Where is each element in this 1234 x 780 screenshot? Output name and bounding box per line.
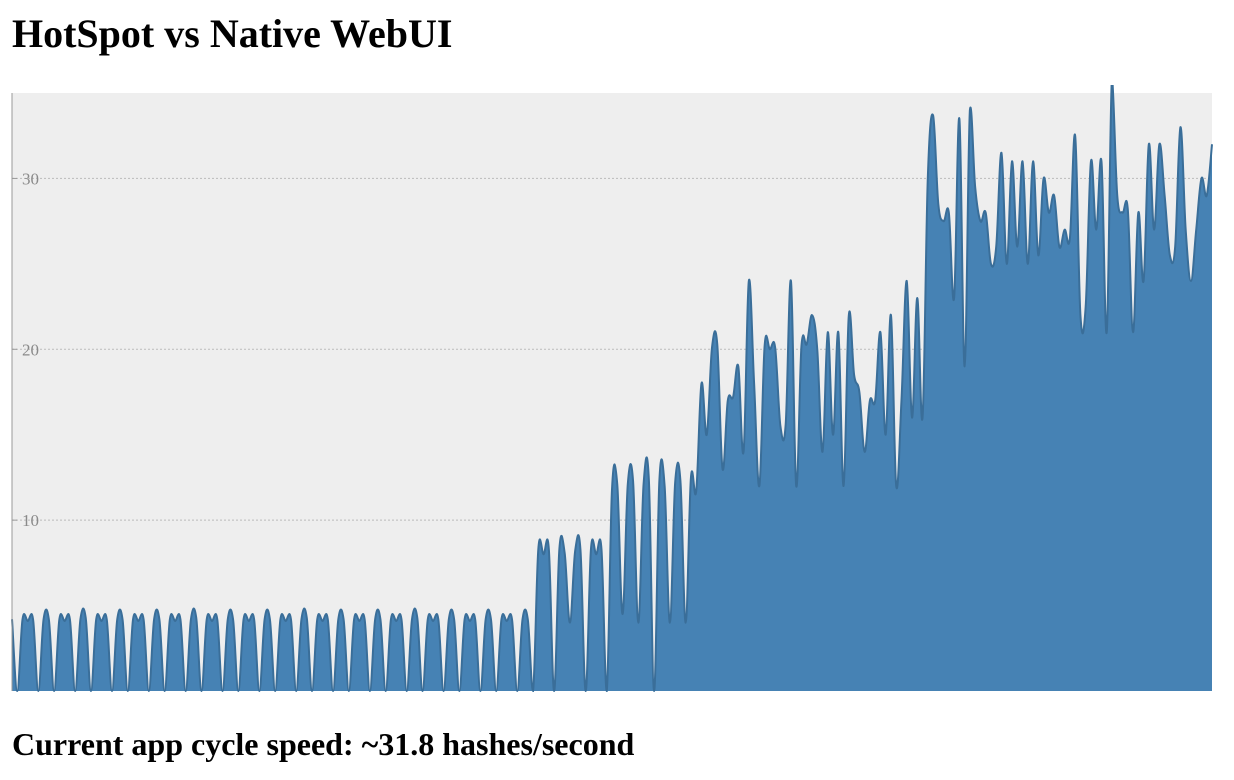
y-tick-labels: 10 20 30	[12, 169, 39, 530]
y-tick-label-30: 30	[22, 169, 39, 188]
page-title: HotSpot vs Native WebUI	[12, 11, 453, 56]
series-area	[12, 85, 1212, 691]
y-tick-label-20: 20	[22, 340, 39, 359]
y-tick-label-10: 10	[22, 511, 39, 530]
area-chart: 10 20 30	[11, 85, 1213, 693]
series-line	[11, 85, 1213, 693]
data-area	[11, 85, 1213, 693]
cycle-speed-status: Current app cycle speed: ~31.8 hashes/se…	[12, 726, 635, 762]
